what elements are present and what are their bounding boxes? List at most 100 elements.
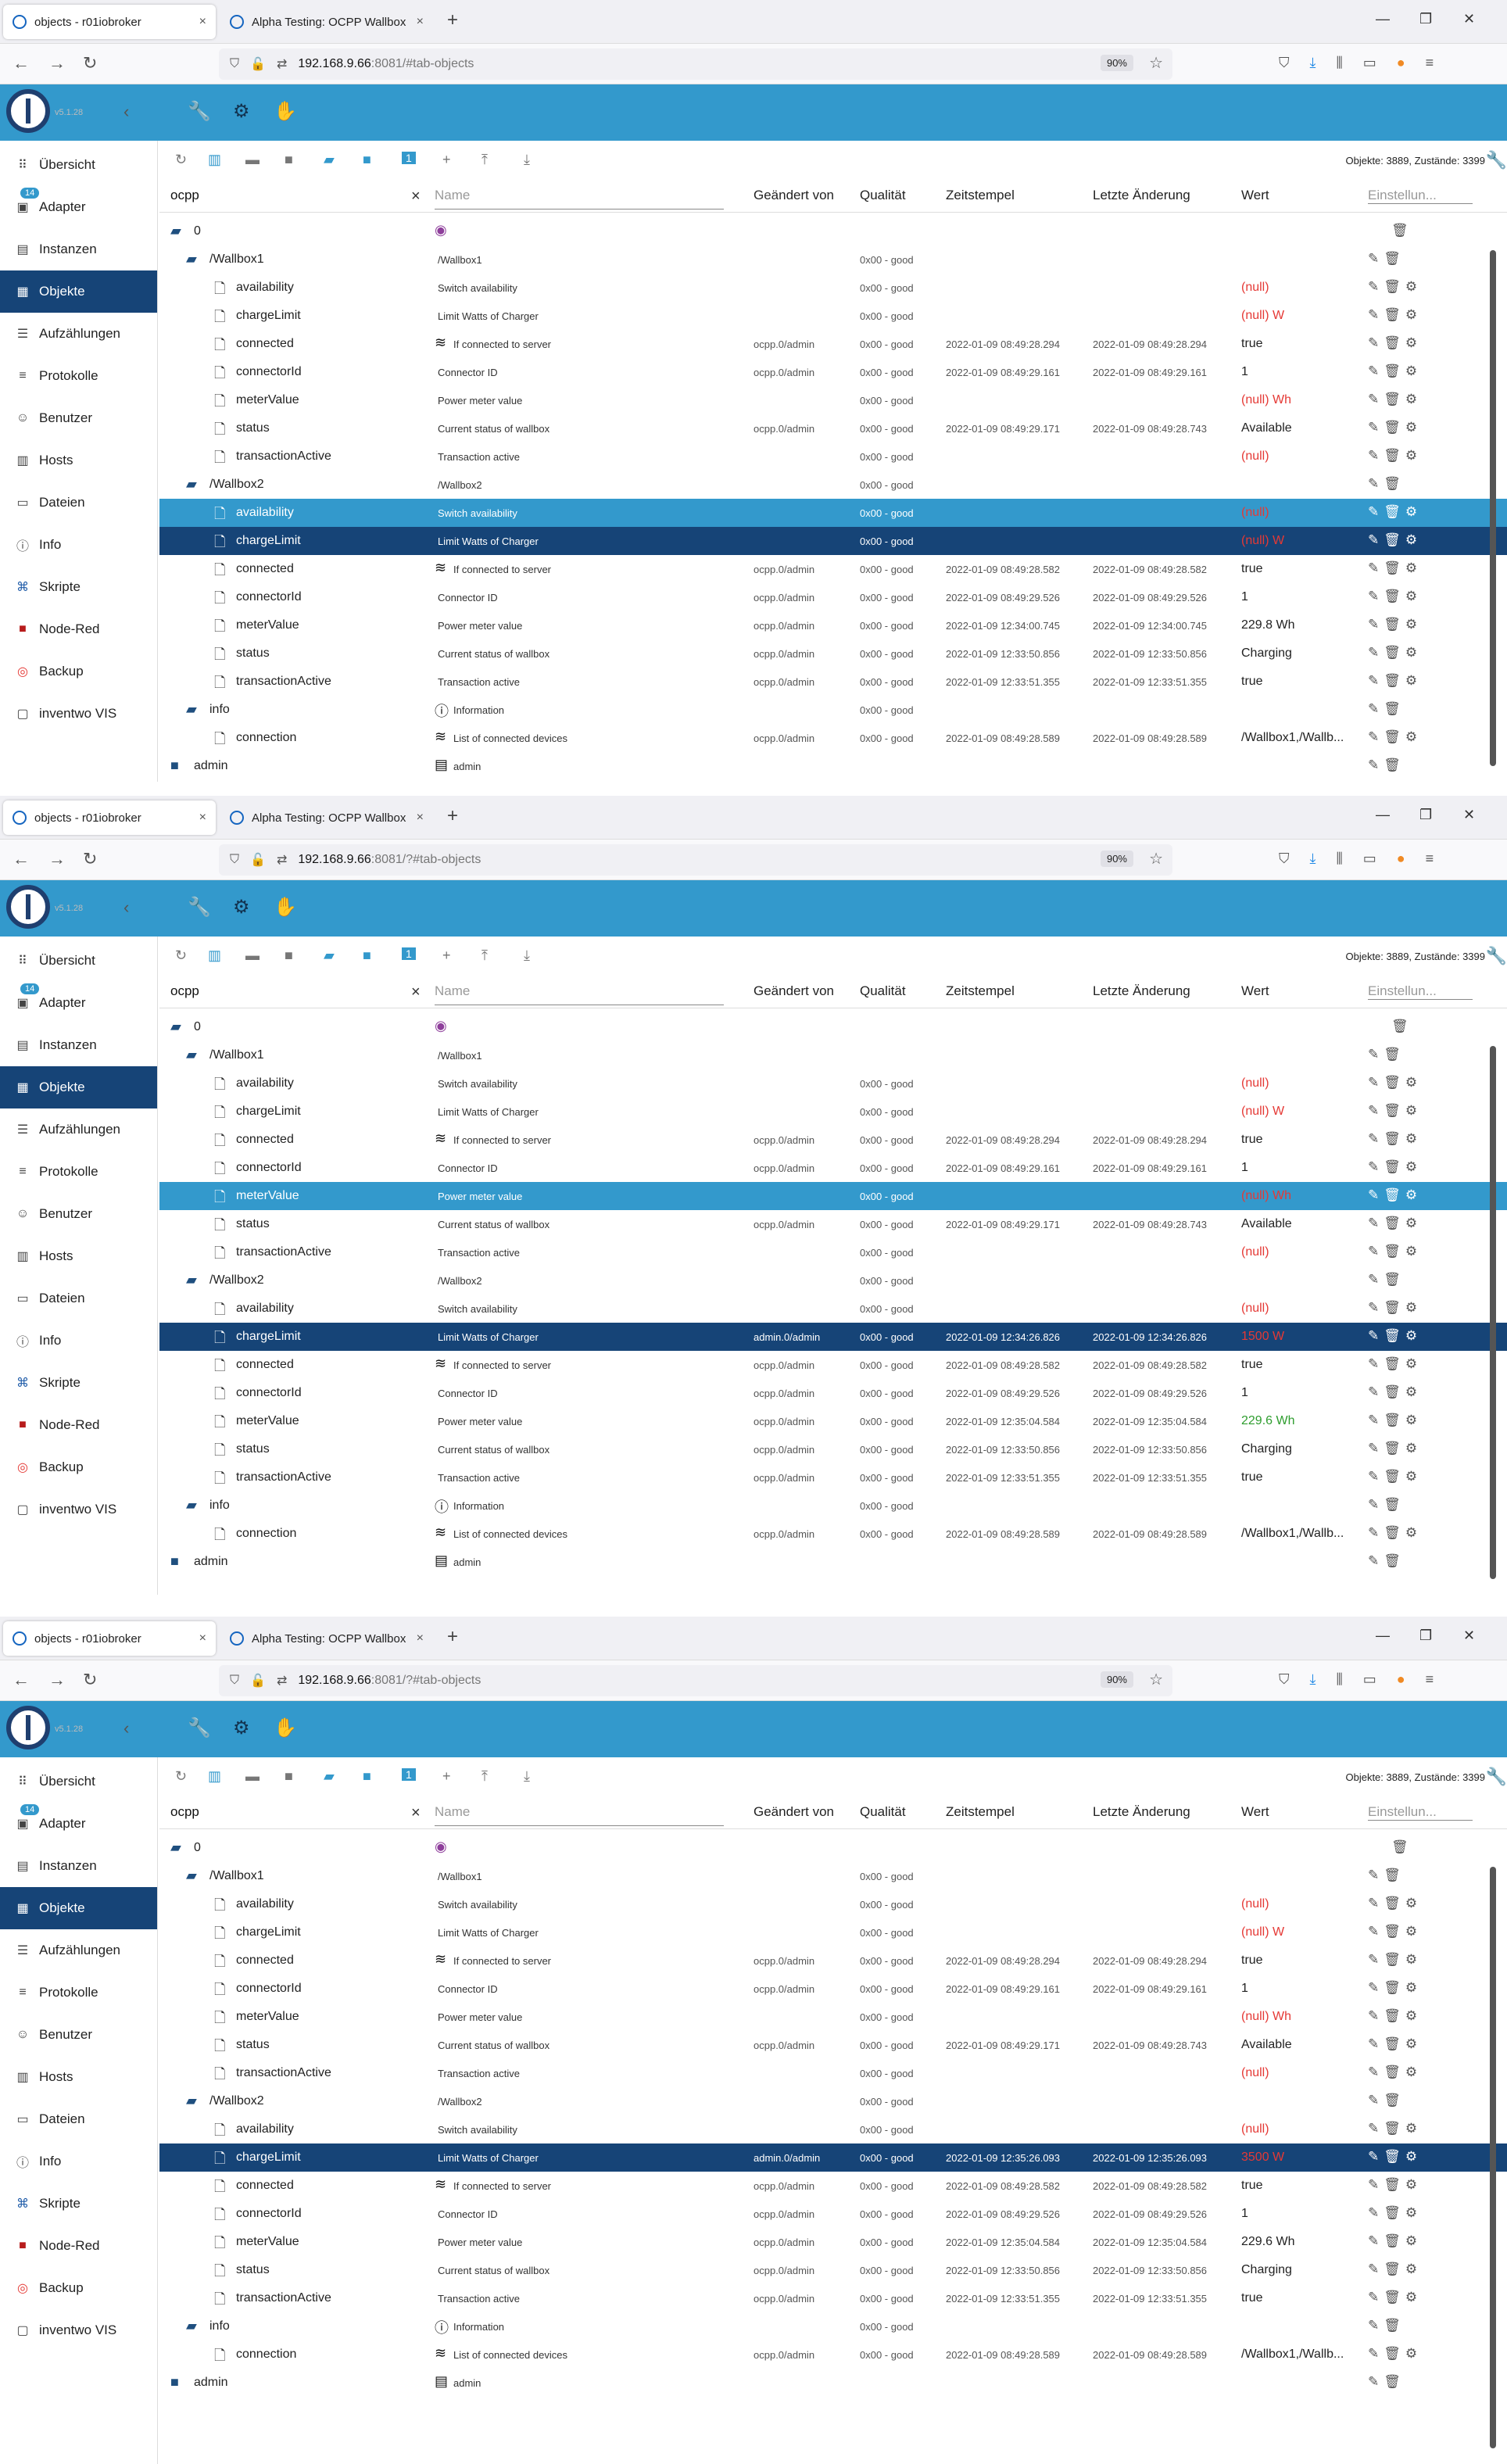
custom-settings-icon[interactable]: ⚙ xyxy=(1405,1924,1418,1939)
object-value[interactable]: (null) xyxy=(1241,449,1269,463)
back-icon[interactable]: ← xyxy=(13,53,30,73)
file-icon[interactable]: 🗋 xyxy=(214,1358,226,1373)
sidebar-item-instanzen[interactable]: ▤ Instanzen xyxy=(0,228,157,270)
object-value[interactable]: 1 xyxy=(1241,1386,1248,1399)
file-icon[interactable]: 🗋 xyxy=(214,2263,226,2279)
file-icon[interactable]: 🗋 xyxy=(214,731,226,747)
sidebar-item-objekte[interactable]: ▦ Objekte xyxy=(0,1887,157,1929)
list-view-icon[interactable]: ▥ xyxy=(208,947,222,963)
download-icon[interactable]: ⤓ xyxy=(1309,55,1316,70)
file-icon[interactable]: 🗋 xyxy=(214,421,226,437)
delete-icon[interactable]: 🗑 xyxy=(1384,448,1401,463)
account-icon[interactable]: ● xyxy=(1396,55,1405,70)
settings-filter-select[interactable]: Einstellun... xyxy=(1368,188,1473,204)
file-icon[interactable]: 🗋 xyxy=(214,1414,226,1430)
shield-icon[interactable]: ⛉ xyxy=(230,57,240,70)
expert-icon[interactable]: ✋ xyxy=(274,897,297,918)
table-row[interactable]: 🗋 connectorId Connector ID ocpp.0/admin 0x00… xyxy=(159,358,1507,386)
file-icon[interactable]: 🗋 xyxy=(214,1161,226,1176)
delete-icon[interactable]: 🗑 xyxy=(1384,2374,1401,2389)
edit-icon[interactable]: ✎ xyxy=(1368,1384,1380,1399)
delete-icon[interactable]: 🗑 xyxy=(1391,1019,1409,1033)
edit-icon[interactable]: ✎ xyxy=(1368,2036,1380,2051)
depth-level-icon[interactable]: 1 xyxy=(402,1768,416,1781)
object-value[interactable]: true xyxy=(1241,1358,1263,1371)
folder-expand-icon[interactable]: ▰ xyxy=(324,152,335,167)
custom-settings-icon[interactable]: ⚙ xyxy=(1405,1244,1418,1259)
edit-icon[interactable]: ✎ xyxy=(1368,1868,1380,1882)
shield-icon[interactable]: ⛉ xyxy=(230,1674,240,1687)
file-icon[interactable]: 🗋 xyxy=(214,449,226,465)
file-icon[interactable]: 🗋 xyxy=(214,2122,226,2138)
clear-filter-icon[interactable]: × xyxy=(411,188,421,205)
object-value[interactable]: /Wallbox1,/Wallb... xyxy=(1241,1527,1344,1540)
delete-icon[interactable]: 🗑 xyxy=(1384,1525,1401,1540)
edit-icon[interactable]: ✎ xyxy=(1368,757,1380,772)
delete-icon[interactable]: 🗑 xyxy=(1384,364,1401,378)
folder-collapse-icon[interactable]: ■ xyxy=(363,152,371,167)
object-value[interactable]: 1 xyxy=(1241,365,1248,378)
folder-open-icon[interactable]: ▰ xyxy=(186,1868,197,1883)
custom-settings-icon[interactable]: ⚙ xyxy=(1405,560,1418,575)
table-row[interactable]: ▰/Wallbox1/Wallbox1 ✎ 🗑 xyxy=(159,1041,1507,1069)
list-view-icon[interactable]: ▥ xyxy=(208,1768,222,1784)
id-filter-input[interactable]: ocpp xyxy=(170,983,199,998)
column-settings-icon[interactable]: 🔧 xyxy=(1485,150,1507,170)
upload-icon[interactable]: ⤒ xyxy=(481,947,488,963)
table-row[interactable]: 🗋 availability Switch availability 0x00 - g… xyxy=(159,1890,1507,1918)
delete-icon[interactable]: 🗑 xyxy=(1384,1216,1401,1230)
file-icon[interactable]: 🗋 xyxy=(214,2348,226,2363)
file-icon[interactable]: 🗋 xyxy=(214,1245,226,1261)
folder-collapse-icon[interactable]: ■ xyxy=(363,1768,371,1784)
file-icon[interactable]: 🗋 xyxy=(214,1527,226,1542)
add-icon[interactable]: + xyxy=(442,1768,451,1784)
table-row[interactable]: 🗋 status Current status of wallbox ocpp.0/a… xyxy=(159,414,1507,442)
wrench-icon[interactable]: 🔧 xyxy=(188,897,211,918)
custom-settings-icon[interactable]: ⚙ xyxy=(1405,1525,1418,1540)
settings-icon[interactable]: ⚙ xyxy=(233,1717,250,1739)
file-icon[interactable]: 🗋 xyxy=(214,506,226,521)
permissions-icon[interactable]: ⇄ xyxy=(276,854,288,867)
delete-icon[interactable]: 🗑 xyxy=(1384,2008,1401,2023)
custom-settings-icon[interactable]: ⚙ xyxy=(1405,673,1418,688)
new-tab-button[interactable]: + xyxy=(447,805,459,826)
table-row[interactable]: ▰/Wallbox1/Wallbox1 0x00 - good ✎ 🗑 xyxy=(159,245,1507,274)
name-filter-input[interactable]: Name xyxy=(435,1804,724,1826)
edit-icon[interactable]: ✎ xyxy=(1368,1980,1380,1995)
address-bar[interactable]: ⛉ 🔓 ⇄ 192.168.9.66:8081/?#tab-objects 90% ☆ xyxy=(219,844,1172,876)
close-window-icon[interactable]: ✕ xyxy=(1463,1628,1476,1643)
refresh-icon[interactable]: ↻ xyxy=(175,947,188,963)
object-value[interactable]: (null) W xyxy=(1241,534,1285,547)
file-icon[interactable]: 🗋 xyxy=(214,646,226,662)
custom-settings-icon[interactable]: ⚙ xyxy=(1405,1300,1418,1315)
edit-icon[interactable]: ✎ xyxy=(1368,1328,1380,1343)
column-settings-icon[interactable]: 🔧 xyxy=(1485,946,1507,965)
edit-icon[interactable]: ✎ xyxy=(1368,2374,1380,2389)
table-row[interactable]: 🗋 connected ≋ If connected to server ocpp.0/… xyxy=(159,555,1507,583)
file-icon[interactable]: 🗋 xyxy=(214,1897,226,1913)
edit-icon[interactable]: ✎ xyxy=(1368,1216,1380,1230)
custom-settings-icon[interactable]: ⚙ xyxy=(1405,2290,1418,2305)
reload-icon[interactable]: ↻ xyxy=(83,53,98,73)
zoom-level[interactable]: 90% xyxy=(1100,851,1133,867)
sidebar-item--bersicht[interactable]: ⠿ Übersicht xyxy=(0,144,157,186)
object-value[interactable]: 1500 W xyxy=(1241,1330,1285,1343)
folder-collapse-icon[interactable]: ■ xyxy=(363,947,371,963)
upload-icon[interactable]: ⤒ xyxy=(481,1768,488,1784)
edit-icon[interactable]: ✎ xyxy=(1368,1356,1380,1371)
edit-icon[interactable]: ✎ xyxy=(1368,2205,1380,2220)
custom-settings-icon[interactable]: ⚙ xyxy=(1405,2177,1418,2192)
delete-icon[interactable]: 🗑 xyxy=(1384,307,1401,322)
pocket-icon[interactable]: ⛉ xyxy=(1279,1671,1290,1687)
folder-open-icon[interactable]: ▰ xyxy=(186,2093,197,2108)
custom-settings-icon[interactable]: ⚙ xyxy=(1405,2262,1418,2276)
settings-icon[interactable]: ⚙ xyxy=(233,101,250,122)
sidebar-item-skripte[interactable]: ⌘ Skripte xyxy=(0,1362,157,1404)
file-icon[interactable]: 🗋 xyxy=(214,2179,226,2194)
column-settings-icon[interactable]: 🔧 xyxy=(1485,1767,1507,1786)
sidebar-item-protokolle[interactable]: ≡ Protokolle xyxy=(0,1972,157,2014)
clear-filter-icon[interactable]: × xyxy=(411,1804,421,1821)
object-value[interactable]: 1 xyxy=(1241,1982,1248,1995)
permissions-icon[interactable]: ⇄ xyxy=(276,1674,288,1688)
custom-settings-icon[interactable]: ⚙ xyxy=(1405,1356,1418,1371)
